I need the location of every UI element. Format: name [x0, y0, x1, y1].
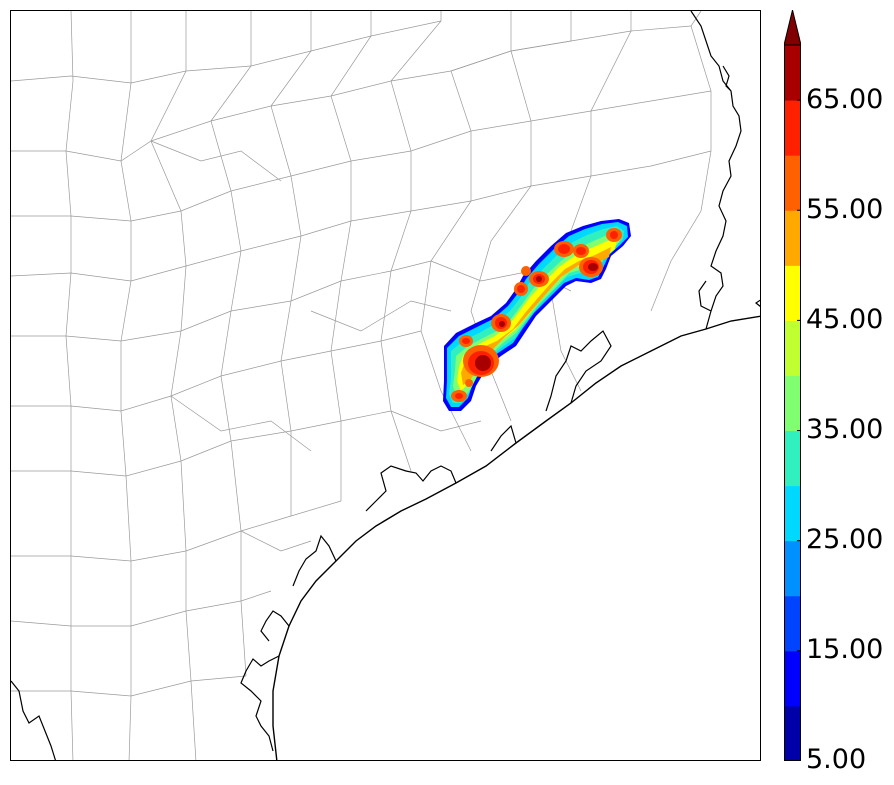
- colorbar-segment: [784, 100, 801, 156]
- colorbar-tick-label: 45.00: [806, 304, 884, 335]
- colorbar-tick-label: 25.00: [806, 524, 884, 555]
- colorbar-tick-label: 65.00: [806, 84, 884, 115]
- colorbar-border: [784, 44, 801, 761]
- coastline-bays: [11, 11, 760, 760]
- coastline: [272, 315, 760, 760]
- colorbar-segment: [784, 705, 801, 761]
- colorbar: [784, 10, 801, 761]
- county-borders: [11, 11, 712, 760]
- colorbar-segment: [784, 540, 801, 597]
- colorbar-tick-label: 5.00: [806, 744, 867, 775]
- colorbar-segment: [784, 320, 801, 376]
- colorbar-tick-label: 35.00: [806, 414, 884, 445]
- colorbar-segment: [784, 595, 801, 652]
- colorbar-segment: [784, 265, 801, 321]
- colorbar-tick-label: 55.00: [806, 194, 884, 225]
- colorbar-segment: [784, 375, 801, 432]
- colorbar-segment: [784, 45, 801, 101]
- colorbar-extend-arrow: [784, 10, 801, 46]
- map-panel: [10, 10, 761, 761]
- colorbar-segment: [784, 155, 801, 211]
- precip-swath: [443, 219, 631, 411]
- colorbar-segment: [784, 210, 801, 266]
- colorbar-tick-label: 15.00: [806, 634, 884, 665]
- colorbar-segment: [784, 430, 801, 487]
- colorbar-segment: [784, 650, 801, 707]
- map-canvas: [11, 11, 760, 760]
- colorbar-segment: [784, 485, 801, 542]
